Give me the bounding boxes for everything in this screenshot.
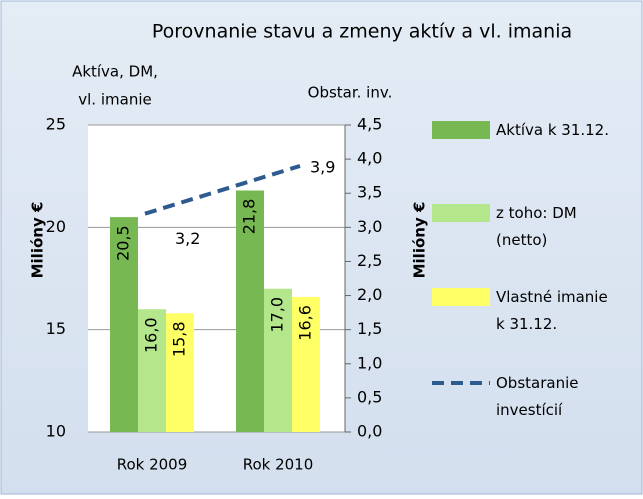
legend-label: Obstaranie investícií (496, 374, 578, 419)
legend-label: Aktíva k 31.12. (496, 121, 609, 139)
bar (236, 190, 264, 432)
y-title-top: vl. imanie (78, 91, 151, 109)
chart-title: Porovnanie stavu a zmeny aktív a vl. ima… (152, 21, 572, 43)
value-label: 17,0 (268, 297, 287, 333)
y2-axis-label: Milióny € (411, 202, 429, 279)
y2-tick-label: 2,5 (357, 251, 382, 270)
x-tick-label: Rok 2009 (117, 456, 188, 474)
legend-swatch (432, 204, 490, 222)
y2-tick-label: 3,5 (357, 183, 382, 202)
y-tick-label: 10 (46, 422, 66, 441)
legend-label: Vlastné imanie k 31.12. (496, 288, 608, 333)
y2-tick-label: 0,5 (357, 387, 382, 406)
bar (138, 309, 166, 432)
y-title-top: Aktíva, DM, (72, 63, 158, 81)
y2-tick-label: 0,0 (357, 422, 382, 441)
legend-swatch (432, 121, 490, 139)
y2-tick-label: 1,5 (357, 319, 382, 338)
y-tick-label: 25 (46, 115, 66, 134)
y2-tick-label: 4,5 (357, 115, 382, 134)
y2-tick-label: 3,0 (357, 217, 382, 236)
line (144, 164, 301, 216)
value-label: 16,0 (142, 317, 161, 353)
value-label: 20,5 (114, 225, 133, 261)
y2-tick-label: 1,0 (357, 353, 382, 372)
y2-tick-label: 2,0 (357, 285, 382, 304)
y-axis-label: Milióny € (29, 202, 47, 279)
x-tick-label: Rok 2010 (243, 456, 314, 474)
y2-title-top: Obstar. inv. (308, 84, 393, 102)
bar (292, 296, 320, 432)
y-tick-label: 15 (46, 319, 66, 338)
bar (110, 217, 138, 432)
legend-label: z toho: DM (netto) (496, 204, 577, 249)
value-label: 21,8 (240, 199, 259, 235)
legend-swatch (432, 288, 490, 306)
value-label: 3,9 (310, 157, 335, 176)
value-label: 16,6 (296, 305, 315, 341)
y-tick-label: 20 (46, 217, 66, 236)
bar (264, 288, 292, 432)
bar (166, 313, 194, 432)
value-label: 3,2 (175, 229, 200, 248)
value-label: 15,8 (170, 321, 189, 357)
y2-tick-label: 4,0 (357, 149, 382, 168)
